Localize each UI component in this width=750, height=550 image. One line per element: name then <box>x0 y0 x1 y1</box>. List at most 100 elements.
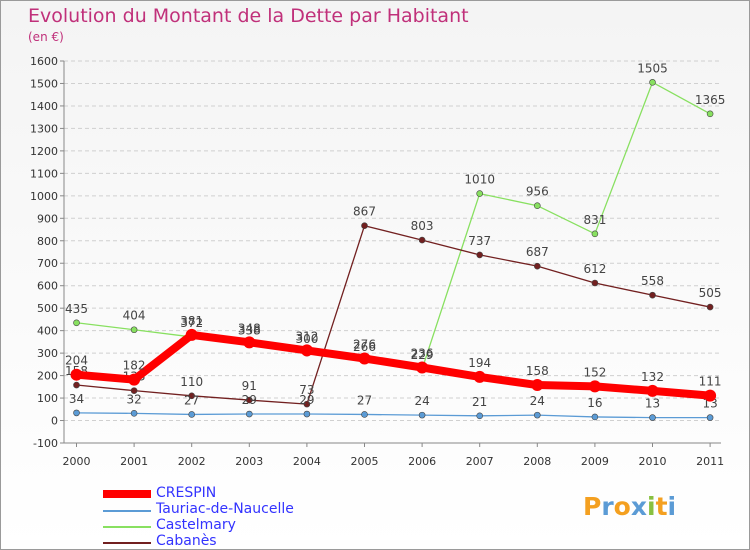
data-point-crespin <box>128 373 141 386</box>
data-label-tauriac: 13 <box>645 397 660 411</box>
data-point-tauriac <box>706 414 714 421</box>
data-label-castelmary: 300 <box>295 332 318 346</box>
data-label-crespin: 276 <box>353 338 376 352</box>
data-label-tauriac: 29 <box>299 393 314 407</box>
data-label-crespin: 182 <box>123 359 146 373</box>
data-point-crespin <box>416 361 429 374</box>
data-point-crespin <box>185 328 198 341</box>
y-tick-label: -100 <box>33 437 58 450</box>
data-label-castelmary: 435 <box>65 302 88 316</box>
data-point-cabanes <box>73 381 80 389</box>
y-tick-label: 100 <box>37 392 58 405</box>
y-tick-label: 1300 <box>30 122 58 135</box>
data-point-tauriac <box>246 410 253 418</box>
data-point-tauriac <box>73 409 80 417</box>
data-point-cabanes <box>418 236 426 244</box>
legend-swatch-crespin <box>103 490 151 498</box>
data-label-crespin: 204 <box>65 354 88 368</box>
y-tick-label: 1600 <box>30 55 58 68</box>
data-point-cabanes <box>188 392 195 400</box>
y-tick-label: 200 <box>37 370 58 383</box>
data-point-tauriac <box>130 410 138 417</box>
data-point-castelmary <box>130 326 138 334</box>
data-point-tauriac <box>418 411 426 419</box>
legend-item-cabanes: Cabanès <box>103 533 363 550</box>
data-point-castelmary <box>533 202 541 210</box>
data-label-cabanes: 687 <box>526 245 549 259</box>
data-point-cabanes <box>303 400 311 408</box>
data-point-crespin <box>704 389 717 402</box>
data-point-cabanes <box>361 222 368 230</box>
x-tick-label: 2010 <box>639 455 667 468</box>
legend-swatch-cabanes <box>103 542 151 544</box>
logo-letter: i <box>647 492 656 521</box>
proxiti-logo: Proxiti <box>583 492 676 521</box>
y-tick-label: 1400 <box>30 100 58 113</box>
data-label-castelmary: 1505 <box>637 61 668 75</box>
data-point-tauriac <box>188 411 195 418</box>
data-label-crespin: 132 <box>641 370 664 384</box>
data-point-cabanes <box>533 262 541 270</box>
logo-letter: o <box>613 492 631 521</box>
data-point-tauriac <box>591 413 599 421</box>
series-line-cabanes <box>76 225 711 405</box>
series-tauriac: 34 32 27 29 29 27 24 21 24 16 13 13 <box>69 392 718 421</box>
y-tick-label: 900 <box>37 212 58 225</box>
x-tick-label: 2005 <box>351 455 379 468</box>
x-tick-label: 2006 <box>408 455 436 468</box>
data-point-castelmary <box>706 110 714 118</box>
data-point-tauriac <box>361 411 368 418</box>
data-point-crespin <box>358 352 371 365</box>
data-label-tauriac: 27 <box>357 393 372 407</box>
data-point-castelmary <box>476 190 484 197</box>
data-label-tauriac: 24 <box>414 394 429 408</box>
y-tick-label: 700 <box>37 257 58 270</box>
y-tick-label: 500 <box>37 302 58 315</box>
data-label-cabanes: 867 <box>353 205 376 219</box>
legend-swatch-tauriac <box>103 510 151 512</box>
data-point-cabanes <box>476 251 484 259</box>
data-label-cabanes: 737 <box>468 234 491 248</box>
data-point-tauriac <box>476 412 484 420</box>
data-point-castelmary <box>649 79 656 86</box>
x-tick-label: 2002 <box>178 455 206 468</box>
data-label-cabanes: 612 <box>583 262 606 276</box>
series-crespin: 204 182 381 348 312 276 236 194 158 152 132 111 <box>65 314 722 402</box>
x-tick-label: 2011 <box>696 455 724 468</box>
series-line-tauriac <box>76 412 711 419</box>
data-label-crespin: 158 <box>526 364 549 378</box>
x-tick-label: 2009 <box>581 455 609 468</box>
data-label-tauriac: 24 <box>530 394 545 408</box>
data-label-tauriac: 34 <box>69 392 84 406</box>
data-point-crespin <box>70 368 83 381</box>
data-point-cabanes <box>130 387 138 394</box>
data-label-crespin: 111 <box>699 375 722 389</box>
logo-letter: P <box>583 492 602 521</box>
data-point-tauriac <box>303 410 311 418</box>
data-label-cabanes: 73 <box>299 383 314 397</box>
y-tick-label: 600 <box>37 280 58 293</box>
legend: CRESPIN Tauriac-de-Naucelle Castelmary C… <box>103 485 363 550</box>
data-label-castelmary: 338 <box>238 324 261 338</box>
data-label-cabanes: 110 <box>180 375 203 389</box>
chart-title: Evolution du Montant de la Dette par Hab… <box>28 5 469 27</box>
data-label-castelmary: 1010 <box>464 173 495 187</box>
data-point-tauriac <box>649 414 656 421</box>
data-label-cabanes: 91 <box>242 379 257 393</box>
series-cabanes: 1581331109173867803737687612558505 <box>65 205 722 408</box>
y-tick-label: 800 <box>37 235 58 248</box>
y-tick-label: 1200 <box>30 145 58 158</box>
data-point-castelmary <box>73 319 80 327</box>
x-tick-label: 2008 <box>523 455 551 468</box>
data-point-crespin <box>243 336 256 349</box>
data-point-tauriac <box>533 411 541 419</box>
data-point-crespin <box>646 384 659 397</box>
data-point-castelmary <box>591 230 599 238</box>
data-label-crespin: 381 <box>180 314 203 328</box>
series-castelmary: 435 404 372 338 300 266 229 1010 956 831 1505 1365 <box>65 61 725 373</box>
legend-label-cabanes: Cabanès <box>156 533 217 549</box>
data-label-castelmary: 266 <box>353 340 376 354</box>
data-label-crespin: 194 <box>468 356 491 370</box>
x-tick-label: 2000 <box>63 455 91 468</box>
